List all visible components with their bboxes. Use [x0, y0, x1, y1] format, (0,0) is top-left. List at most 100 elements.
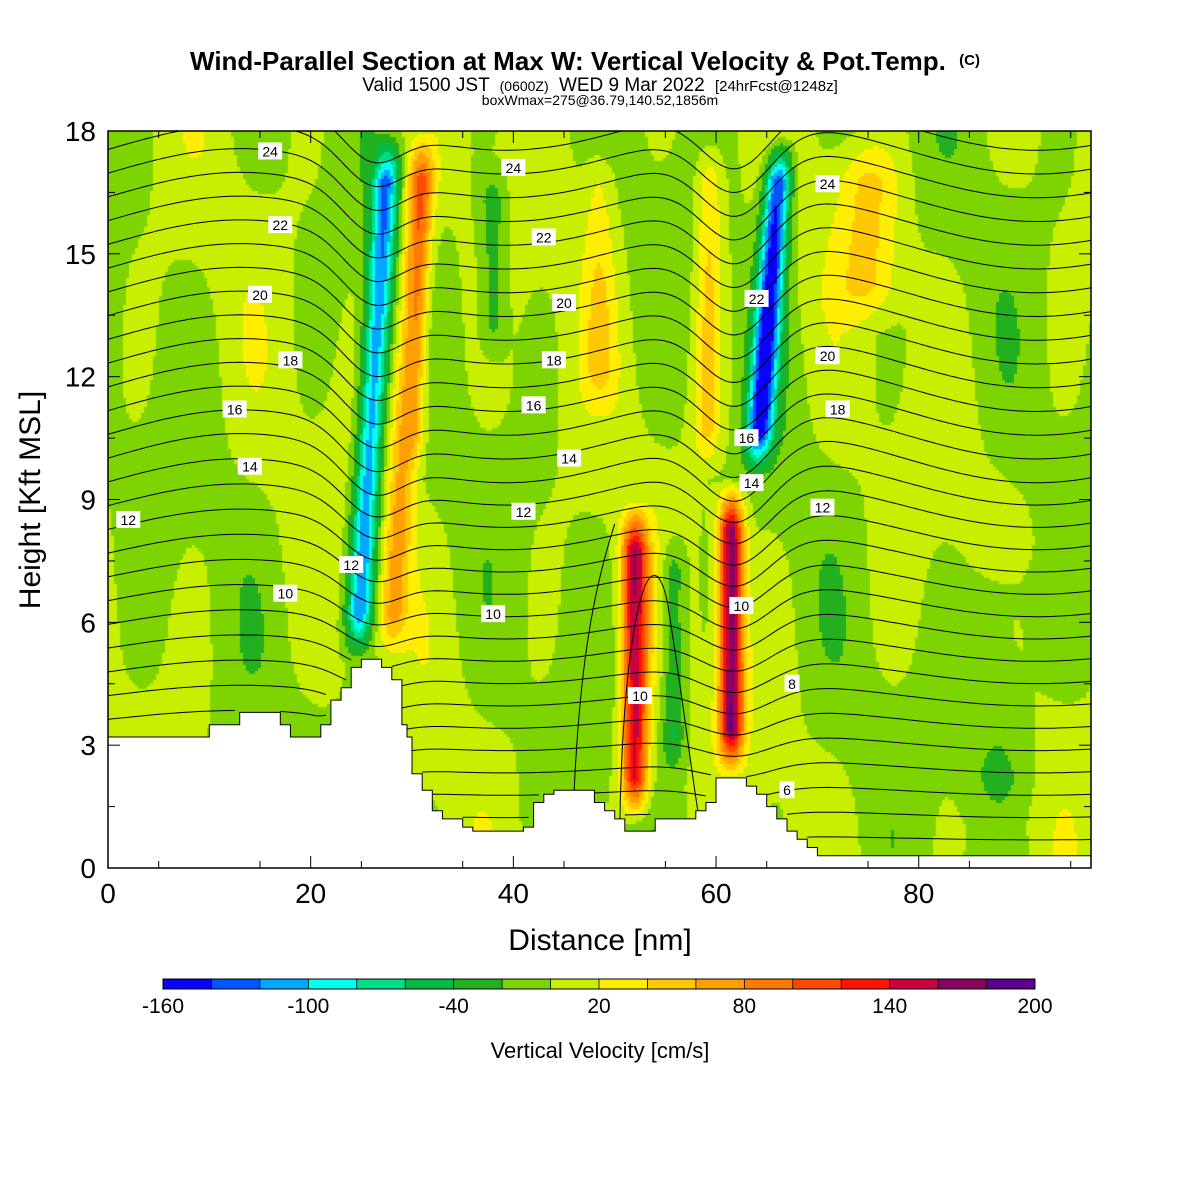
colorbar-swatch: [889, 979, 939, 989]
theta-contour-closed: [573, 523, 616, 791]
colorbar-tick-label: -160: [142, 995, 184, 1018]
contour-label-box: [825, 400, 850, 418]
theta-contour-line: [108, 533, 1091, 587]
colorbar-tick-label: -40: [438, 995, 468, 1018]
contour-label-text: 18: [546, 352, 562, 368]
contour-label-text: 12: [343, 557, 359, 573]
contour-label-box: [258, 142, 283, 160]
theta-contour-label: 22: [744, 289, 769, 307]
theta-contour-label: 12: [511, 502, 536, 520]
colorbar: -160 -100 -40 20 80 140 200: [142, 978, 1053, 1018]
contour-label-box: [268, 216, 293, 234]
theta-contour-label: 16: [222, 400, 247, 418]
theta-contour-label: 20: [248, 285, 273, 303]
contour-label-text: 12: [120, 512, 136, 528]
theta-contour-line: [108, 314, 1091, 383]
contour-label-box: [552, 293, 577, 311]
theta-contour-label: 24: [258, 142, 283, 160]
contour-label-text: 10: [632, 688, 648, 704]
theta-contour-label: 14: [739, 474, 764, 492]
x-tick-label: 0: [100, 878, 116, 909]
contour-label-text: 20: [820, 348, 836, 364]
contour-label-text: 12: [815, 500, 831, 516]
theta-contour-line: [108, 634, 1091, 672]
theta-contour-line: [108, 243, 1091, 312]
y-tick-label: 3: [80, 730, 96, 761]
colorbar-tick-label: 200: [1017, 995, 1052, 1018]
colorbar-swatch: [599, 979, 648, 989]
contour-label-text: 12: [516, 504, 532, 520]
chart-title-mark: (C): [959, 52, 980, 69]
chart-title: Wind-Parallel Section at Max W: Vertical…: [190, 46, 980, 76]
y-axis-label: Height [Kft MSL]: [14, 391, 47, 609]
theta-contour-closed: [619, 574, 699, 828]
theta-contour-line: [422, 762, 1091, 778]
theta-contour-line: [462, 811, 1091, 819]
colorbar-swatch: [405, 979, 455, 989]
colorbar-swatch: [938, 979, 988, 989]
theta-contour-line: [108, 710, 1091, 736]
theta-contour-line: [108, 483, 1091, 545]
theta-contour-label: 10: [729, 596, 754, 614]
x-axis-label: Distance [nm]: [508, 924, 691, 957]
theta-contour-line: [333, 131, 1091, 170]
colorbar-swatch: [647, 979, 697, 989]
contour-label-box: [278, 351, 303, 369]
theta-contour-line: [108, 508, 1091, 566]
theta-contour-line: [108, 131, 1091, 193]
theta-contour-label: 18: [541, 351, 566, 369]
contour-label-box: [501, 158, 526, 176]
theta-contour-line: [108, 266, 1091, 336]
y-tick-label: 6: [80, 607, 96, 638]
theta-contour-label: 10: [481, 605, 506, 623]
contour-label-box: [237, 457, 262, 475]
y-tick-label: 0: [80, 853, 96, 884]
colorbar-swatch: [211, 979, 261, 989]
contour-label-box: [729, 596, 754, 614]
contour-label-box: [481, 605, 506, 623]
contour-label-text: 20: [556, 295, 572, 311]
contour-label-text: 24: [820, 176, 836, 192]
contour-label-box: [116, 510, 141, 528]
contour-label-text: 14: [242, 459, 258, 475]
theta-contour-label: 24: [501, 158, 526, 176]
contour-label-text: 22: [536, 229, 552, 245]
contour-label-text: 22: [272, 217, 288, 233]
theta-contour-label: 16: [734, 429, 759, 447]
contour-label-text: 10: [734, 598, 750, 614]
y-tick-label: 15: [65, 239, 96, 270]
theta-contour-line: [108, 609, 1091, 651]
theta-contour-label: 10: [273, 584, 298, 602]
theta-contour-label: 12: [116, 510, 141, 528]
theta-contour-line: [108, 385, 1091, 455]
subtitle-valid: Valid 1500 JST: [362, 75, 490, 96]
potential-temperature-contours: [108, 131, 1091, 841]
contour-label-text: 8: [788, 676, 796, 692]
chart-subtitle-box-wmax: boxWmax=275@36.79,140.52,1856m: [482, 92, 718, 108]
contour-label-box: [339, 556, 364, 574]
theta-contour-line: [108, 684, 1091, 715]
colorbar-swatch: [163, 979, 212, 989]
colorbar-tick-label: 140: [872, 995, 907, 1018]
contour-label-box: [541, 351, 566, 369]
x-axis-ticks: 0 20 40 60 80: [100, 131, 1072, 909]
subtitle-forecast: [24hrFcst@1248z]: [715, 78, 838, 95]
chart-title-text: Wind-Parallel Section at Max W: Vertical…: [190, 46, 946, 76]
theta-contour-line: [108, 433, 1091, 502]
colorbar-swatch: [259, 979, 309, 989]
x-tick-label: 20: [295, 878, 326, 909]
contour-label-box: [734, 429, 759, 447]
colorbar-swatch: [695, 979, 745, 989]
colorbar-tick-label: 20: [587, 995, 610, 1018]
contour-label-text: 20: [252, 287, 268, 303]
contour-label-text: 18: [283, 352, 299, 368]
theta-contour-label: 14: [237, 457, 262, 475]
colorbar-swatch: [792, 979, 842, 989]
terrain-mask: [108, 658, 1091, 868]
theta-contour-line: [108, 558, 1091, 608]
contour-label-box: [744, 289, 769, 307]
contour-label-box: [739, 474, 764, 492]
theta-contour-label: 8: [784, 674, 800, 692]
theta-contour-label: 22: [531, 228, 556, 246]
